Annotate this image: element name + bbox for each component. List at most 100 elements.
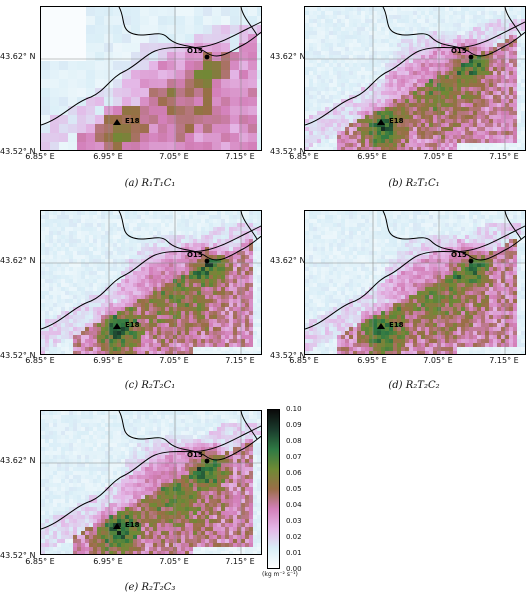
- flux-cell: [209, 271, 213, 275]
- flux-cell: [509, 15, 513, 19]
- flux-cell: [457, 107, 461, 111]
- flux-cell: [397, 143, 401, 147]
- flux-cell: [453, 79, 457, 83]
- flux-cell: [189, 287, 193, 291]
- flux-cell: [421, 19, 425, 23]
- flux-cell: [153, 275, 157, 279]
- flux-cell: [50, 61, 59, 70]
- flux-cell: [421, 219, 425, 223]
- flux-cell: [181, 219, 185, 223]
- flux-cell: [81, 275, 85, 279]
- flux-cell: [105, 231, 109, 235]
- flux-cell: [241, 271, 245, 275]
- flux-cell: [197, 227, 201, 231]
- flux-cell: [169, 339, 173, 343]
- flux-cell: [137, 343, 141, 347]
- flux-cell: [521, 63, 525, 67]
- flux-cell: [257, 223, 261, 227]
- flux-cell: [501, 27, 505, 31]
- flux-cell: [86, 25, 95, 34]
- flux-cell: [61, 291, 65, 295]
- flux-cell: [131, 142, 140, 150]
- flux-cell: [477, 103, 481, 107]
- flux-cell: [194, 79, 203, 88]
- flux-cell: [501, 75, 505, 79]
- flux-cell: [337, 87, 341, 91]
- flux-cell: [429, 99, 433, 103]
- flux-cell: [393, 115, 397, 119]
- flux-cell: [473, 211, 477, 215]
- flux-cell: [409, 119, 413, 123]
- flux-cell: [241, 235, 245, 239]
- flux-cell: [345, 115, 349, 119]
- flux-cell: [377, 211, 381, 215]
- flux-cell: [89, 231, 93, 235]
- flux-cell: [122, 106, 131, 115]
- flux-cell: [365, 231, 369, 235]
- flux-cell: [445, 23, 449, 27]
- flux-cell: [197, 239, 201, 243]
- flux-cell: [501, 67, 505, 71]
- flux-cell: [69, 275, 73, 279]
- flux-cell: [133, 307, 137, 311]
- flux-cell: [41, 347, 45, 351]
- flux-cell: [237, 351, 241, 354]
- flux-cell: [253, 323, 257, 327]
- flux-cell: [169, 311, 173, 315]
- flux-cell: [397, 43, 401, 47]
- flux-cell: [497, 127, 501, 131]
- flux-cell: [85, 323, 89, 327]
- flux-cell: [385, 123, 389, 127]
- flux-cell: [104, 7, 113, 16]
- flux-cell: [57, 259, 61, 263]
- flux-cell: [248, 133, 257, 142]
- flux-cell: [313, 83, 317, 87]
- flux-cell: [413, 83, 417, 87]
- flux-cell: [121, 323, 125, 327]
- flux-cell: [61, 239, 65, 243]
- flux-cell: [141, 299, 145, 303]
- flux-cell: [93, 319, 97, 323]
- flux-cell: [377, 107, 381, 111]
- flux-cell: [85, 319, 89, 323]
- flux-cell: [453, 15, 457, 19]
- flux-cell: [509, 75, 513, 79]
- flux-cell: [69, 323, 73, 327]
- flux-cell: [237, 239, 241, 243]
- flux-cell: [449, 55, 453, 59]
- flux-cell: [481, 71, 485, 75]
- flux-cell: [325, 95, 329, 99]
- flux-cell: [261, 259, 262, 263]
- flux-cell: [333, 143, 337, 147]
- flux-cell: [89, 319, 93, 323]
- flux-cell: [230, 106, 239, 115]
- flux-cell: [109, 247, 113, 251]
- flux-cell: [409, 59, 413, 63]
- flux-cell: [361, 107, 365, 111]
- flux-cell: [97, 211, 101, 215]
- flux-cell: [377, 119, 381, 123]
- flux-cell: [505, 131, 509, 135]
- flux-cell: [245, 347, 249, 351]
- flux-cell: [425, 219, 429, 223]
- flux-cell: [313, 211, 317, 215]
- flux-cell: [461, 63, 465, 67]
- flux-cell: [353, 71, 357, 75]
- flux-cell: [201, 335, 205, 339]
- flux-cell: [389, 27, 393, 31]
- flux-cell: [217, 247, 221, 251]
- flux-cell: [317, 59, 321, 63]
- flux-cell: [481, 147, 485, 150]
- flux-cell: [321, 115, 325, 119]
- flux-cell: [157, 219, 161, 223]
- flux-cell: [381, 39, 385, 43]
- flux-cell: [61, 215, 65, 219]
- flux-cell: [365, 139, 369, 143]
- y-tick-bottom: 43.52° N: [270, 147, 306, 156]
- flux-cell: [97, 311, 101, 315]
- flux-cell: [413, 135, 417, 139]
- flux-cell: [141, 239, 145, 243]
- flux-cell: [193, 227, 197, 231]
- flux-cell: [517, 231, 521, 235]
- flux-cell: [197, 215, 201, 219]
